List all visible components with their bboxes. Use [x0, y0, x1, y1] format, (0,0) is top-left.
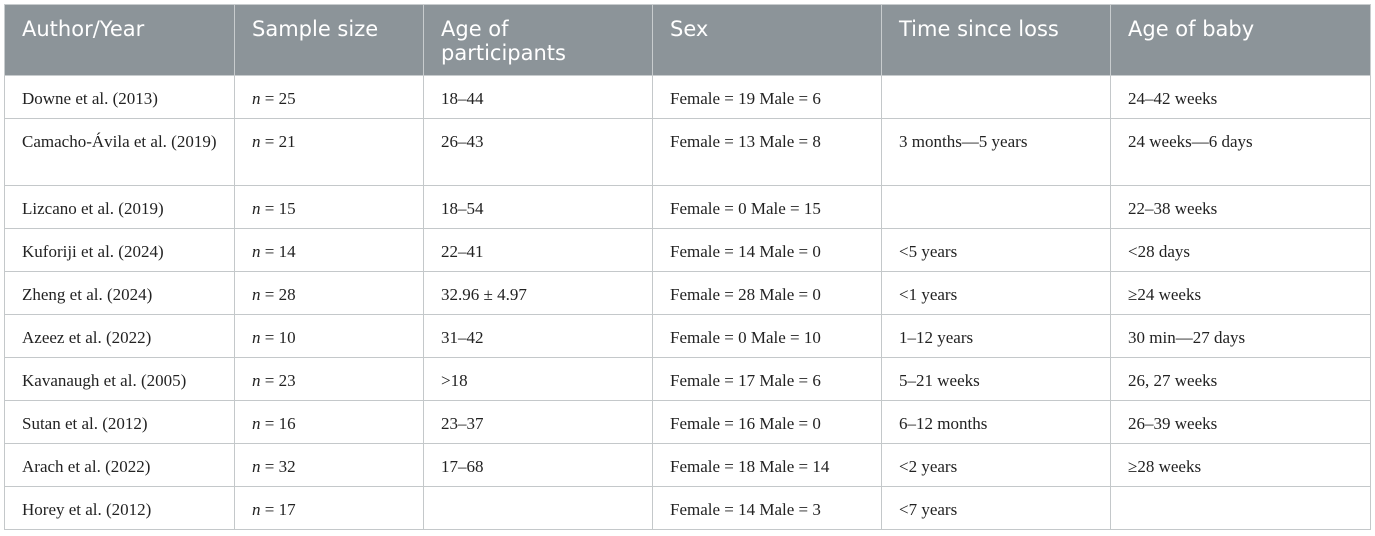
- table-row: Downe et al. (2013) n = 25 18–44 Female …: [4, 75, 1371, 119]
- header-row: Author/Year Sample size Age of participa…: [4, 4, 1371, 76]
- cell-sex: Female = 14 Male = 0: [652, 228, 882, 272]
- n-symbol: n: [252, 371, 261, 390]
- cell-sample-value: 28: [278, 285, 296, 304]
- cell-author: Lizcano et al. (2019): [4, 185, 235, 229]
- cell-author: Arach et al. (2022): [4, 443, 235, 487]
- cell-age-of-baby: 22–38 weeks: [1110, 185, 1371, 229]
- cell-age-of-baby: <28 days: [1110, 228, 1371, 272]
- cell-sample-size: n = 23: [234, 357, 424, 401]
- cell-sex: Female = 18 Male = 14: [652, 443, 882, 487]
- cell-age: [423, 486, 653, 530]
- cell-sample-size: n = 32: [234, 443, 424, 487]
- cell-age-of-baby: 26–39 weeks: [1110, 400, 1371, 444]
- header-age-of-participants: Age of participants: [423, 4, 653, 76]
- n-symbol: n: [252, 457, 261, 476]
- cell-author: Kavanaugh et al. (2005): [4, 357, 235, 401]
- n-symbol: n: [252, 285, 261, 304]
- table-row: Sutan et al. (2012) n = 16 23–37 Female …: [4, 400, 1371, 444]
- cell-time-since-loss: [881, 75, 1111, 119]
- cell-time-since-loss: 1–12 years: [881, 314, 1111, 358]
- cell-sample-size: n = 15: [234, 185, 424, 229]
- cell-sex: Female = 0 Male = 15: [652, 185, 882, 229]
- table-row: Arach et al. (2022) n = 32 17–68 Female …: [4, 443, 1371, 487]
- table-row: Lizcano et al. (2019) n = 15 18–54 Femal…: [4, 185, 1371, 229]
- n-symbol: n: [252, 199, 261, 218]
- cell-age: 22–41: [423, 228, 653, 272]
- cell-time-since-loss: <2 years: [881, 443, 1111, 487]
- header-author-year: Author/Year: [4, 4, 235, 76]
- header-age-of-baby: Age of baby: [1110, 4, 1371, 76]
- cell-age-of-baby: 26, 27 weeks: [1110, 357, 1371, 401]
- cell-age-of-baby: ≥28 weeks: [1110, 443, 1371, 487]
- cell-sample-size: n = 28: [234, 271, 424, 315]
- cell-author: Kuforiji et al. (2024): [4, 228, 235, 272]
- cell-age: 17–68: [423, 443, 653, 487]
- cell-sex: Female = 17 Male = 6: [652, 357, 882, 401]
- header-time-since-loss: Time since loss: [881, 4, 1111, 76]
- cell-age: 23–37: [423, 400, 653, 444]
- cell-time-since-loss: <5 years: [881, 228, 1111, 272]
- table-row: Azeez et al. (2022) n = 10 31–42 Female …: [4, 314, 1371, 358]
- n-symbol: n: [252, 242, 261, 261]
- cell-age-of-baby: 24–42 weeks: [1110, 75, 1371, 119]
- cell-age: 18–44: [423, 75, 653, 119]
- cell-age: 26–43: [423, 118, 653, 186]
- study-table: Author/Year Sample size Age of participa…: [4, 4, 1371, 530]
- cell-author: Downe et al. (2013): [4, 75, 235, 119]
- header-sample-size: Sample size: [234, 4, 424, 76]
- cell-sample-value: 23: [278, 371, 296, 390]
- cell-sample-size: n = 21: [234, 118, 424, 186]
- cell-sample-value: 10: [278, 328, 296, 347]
- cell-sample-value: 21: [278, 132, 296, 151]
- table-row: Kavanaugh et al. (2005) n = 23 >18 Femal…: [4, 357, 1371, 401]
- cell-age-of-baby: 30 min—27 days: [1110, 314, 1371, 358]
- cell-age: 18–54: [423, 185, 653, 229]
- cell-age: 31–42: [423, 314, 653, 358]
- cell-author: Camacho-Ávila et al. (2019): [4, 118, 235, 186]
- cell-time-since-loss: 5–21 weeks: [881, 357, 1111, 401]
- cell-sex: Female = 19 Male = 6: [652, 75, 882, 119]
- cell-sex: Female = 28 Male = 0: [652, 271, 882, 315]
- cell-author: Sutan et al. (2012): [4, 400, 235, 444]
- cell-time-since-loss: <7 years: [881, 486, 1111, 530]
- cell-sex: Female = 14 Male = 3: [652, 486, 882, 530]
- cell-age-of-baby: [1110, 486, 1371, 530]
- cell-age: 32.96 ± 4.97: [423, 271, 653, 315]
- cell-time-since-loss: [881, 185, 1111, 229]
- cell-sample-value: 16: [278, 414, 296, 433]
- cell-age-of-baby: ≥24 weeks: [1110, 271, 1371, 315]
- cell-author: Zheng et al. (2024): [4, 271, 235, 315]
- cell-age-of-baby: 24 weeks—6 days: [1110, 118, 1371, 186]
- header-sex: Sex: [652, 4, 882, 76]
- cell-sample-size: n = 10: [234, 314, 424, 358]
- cell-sample-value: 14: [278, 242, 296, 261]
- cell-time-since-loss: <1 years: [881, 271, 1111, 315]
- cell-sex: Female = 13 Male = 8: [652, 118, 882, 186]
- table-row: Horey et al. (2012) n = 17 Female = 14 M…: [4, 486, 1371, 530]
- cell-author: Horey et al. (2012): [4, 486, 235, 530]
- cell-sample-size: n = 16: [234, 400, 424, 444]
- n-symbol: n: [252, 132, 261, 151]
- table-row: Camacho-Ávila et al. (2019) n = 21 26–43…: [4, 118, 1371, 186]
- cell-sample-value: 15: [278, 199, 296, 218]
- cell-sample-value: 32: [278, 457, 296, 476]
- cell-sex: Female = 16 Male = 0: [652, 400, 882, 444]
- cell-author: Azeez et al. (2022): [4, 314, 235, 358]
- n-symbol: n: [252, 328, 261, 347]
- cell-sample-size: n = 14: [234, 228, 424, 272]
- cell-sex: Female = 0 Male = 10: [652, 314, 882, 358]
- table-row: Kuforiji et al. (2024) n = 14 22–41 Fema…: [4, 228, 1371, 272]
- n-symbol: n: [252, 89, 261, 108]
- table-row: Zheng et al. (2024) n = 28 32.96 ± 4.97 …: [4, 271, 1371, 315]
- cell-time-since-loss: 3 months—5 years: [881, 118, 1111, 186]
- n-symbol: n: [252, 414, 261, 433]
- n-symbol: n: [252, 500, 261, 519]
- cell-sample-value: 25: [278, 89, 296, 108]
- cell-sample-size: n = 25: [234, 75, 424, 119]
- cell-time-since-loss: 6–12 months: [881, 400, 1111, 444]
- cell-sample-size: n = 17: [234, 486, 424, 530]
- cell-sample-value: 17: [278, 500, 296, 519]
- cell-age: >18: [423, 357, 653, 401]
